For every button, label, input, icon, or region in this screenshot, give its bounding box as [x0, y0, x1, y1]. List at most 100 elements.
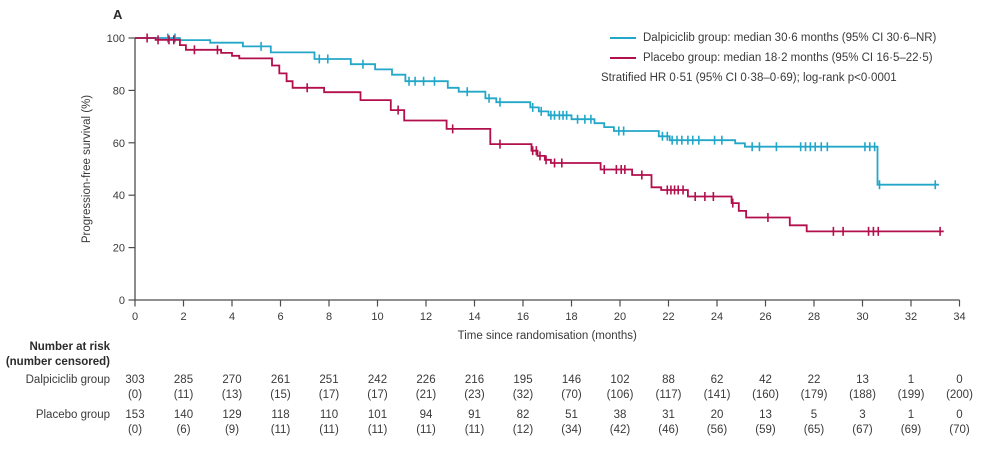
censored-value: (117) [655, 389, 682, 401]
y-tick-label: 40 [113, 190, 125, 202]
censored-value: (9) [224, 424, 240, 436]
censored-value: (6) [176, 424, 191, 436]
risk-row-label-placebo: Placebo group [35, 409, 110, 421]
at-risk-value: 110 [319, 409, 339, 421]
at-risk-value: 0 [956, 409, 963, 421]
at-risk-value: 216 [464, 374, 485, 386]
at-risk-value: 118 [271, 409, 290, 421]
at-risk-value: 38 [613, 409, 627, 421]
censored-value: (42) [609, 424, 631, 436]
x-tick-label: 18 [565, 311, 577, 323]
at-risk-value: 42 [759, 374, 772, 386]
censored-value: (59) [755, 424, 776, 436]
censored-value: (141) [703, 389, 731, 401]
y-tick-label: 100 [107, 33, 125, 45]
x-tick-label: 22 [662, 311, 674, 323]
at-risk-value: 270 [222, 374, 242, 386]
at-risk-value: 261 [270, 374, 291, 386]
risk-table-title: Number at risk [29, 341, 110, 353]
censored-value: (188) [849, 389, 876, 401]
dalpiciclib-line-swatch [610, 37, 636, 39]
censored-value: (11) [270, 424, 291, 436]
at-risk-value: 1 [907, 374, 915, 386]
censored-value: (12) [512, 424, 534, 436]
x-tick-label: 30 [856, 311, 868, 323]
censored-value: (17) [318, 389, 340, 401]
x-tick-label: 4 [229, 311, 235, 323]
at-risk-value: 3 [859, 409, 866, 421]
censored-value: (199) [897, 389, 925, 401]
x-tick-label: 2 [180, 311, 186, 323]
censored-value: (13) [221, 389, 243, 401]
at-risk-value: 13 [759, 409, 772, 421]
y-tick-label: 80 [113, 85, 125, 97]
y-tick-label: 60 [113, 138, 125, 150]
risk-row-label-dalpiciclib: Dalpiciclib group [25, 374, 110, 386]
at-risk-value: 226 [416, 374, 436, 386]
at-risk-value: 101 [367, 409, 388, 421]
x-tick-label: 12 [420, 311, 432, 323]
at-risk-value: 22 [807, 374, 821, 386]
censored-value: (46) [658, 424, 679, 436]
at-risk-value: 31 [662, 409, 675, 421]
at-risk-value: 129 [222, 409, 242, 421]
at-risk-value: 251 [319, 374, 339, 386]
censored-value: (0) [127, 389, 143, 401]
at-risk-value: 20 [710, 409, 724, 421]
x-tick-label: 6 [277, 311, 283, 323]
censored-value: (56) [706, 424, 728, 436]
censored-value: (21) [415, 389, 437, 401]
at-risk-value: 153 [125, 409, 145, 421]
censored-value: (70) [561, 389, 582, 401]
censored-value: (200) [946, 389, 973, 401]
at-risk-value: 1 [907, 409, 915, 421]
at-risk-value: 91 [468, 409, 481, 421]
censored-value: (11) [367, 424, 388, 436]
x-tick-label: 32 [905, 311, 917, 323]
at-risk-value: 146 [561, 374, 582, 386]
x-tick-label: 14 [468, 311, 480, 323]
x-tick-label: 10 [371, 311, 383, 323]
at-risk-value: 82 [516, 409, 530, 421]
censored-value: (69) [900, 424, 922, 436]
at-risk-value: 13 [856, 374, 869, 386]
censored-value: (17) [367, 389, 388, 401]
at-risk-value: 140 [173, 409, 194, 421]
at-risk-value: 195 [513, 374, 533, 386]
censored-value: (15) [270, 389, 291, 401]
censored-value: (23) [464, 389, 485, 401]
legend-item-placebo: Placebo group: median 18·2 months (95% C… [601, 48, 936, 68]
censored-value: (32) [512, 389, 534, 401]
y-axis-title: Progression-free survival (%) [81, 95, 93, 243]
at-risk-value: 102 [610, 374, 630, 386]
censored-value: (0) [127, 424, 143, 436]
panel-label: A [113, 7, 123, 22]
x-tick-label: 34 [953, 311, 965, 323]
risk-table-subtitle: (number censored) [5, 356, 110, 368]
y-tick-label: 20 [113, 243, 125, 255]
x-tick-label: 16 [517, 311, 529, 323]
censored-value: (11) [416, 424, 436, 436]
censored-value: (65) [803, 424, 825, 436]
placebo-curve [135, 37, 944, 233]
at-risk-value: 5 [810, 409, 818, 421]
at-risk-value: 285 [173, 374, 194, 386]
at-risk-value: 303 [125, 374, 145, 386]
placebo-line-swatch [610, 57, 636, 59]
at-risk-value: 88 [662, 374, 675, 386]
legend-label-dalpiciclib: Dalpiciclib group: median 30·6 months (9… [643, 32, 937, 44]
censored-value: (179) [800, 389, 828, 401]
legend-label-placebo: Placebo group: median 18·2 months (95% C… [643, 52, 933, 64]
legend-stat-note: Stratified HR 0·51 (95% CI 0·38–0·69); l… [601, 72, 897, 84]
x-tick-label: 24 [711, 311, 723, 323]
x-tick-label: 20 [614, 311, 626, 323]
censored-value: (11) [173, 389, 194, 401]
censored-value: (160) [752, 389, 779, 401]
legend-item-dalpiciclib: Dalpiciclib group: median 30·6 months (9… [601, 28, 936, 48]
censored-value: (11) [319, 424, 339, 436]
censored-value: (34) [561, 424, 582, 436]
at-risk-value: 0 [956, 374, 963, 386]
